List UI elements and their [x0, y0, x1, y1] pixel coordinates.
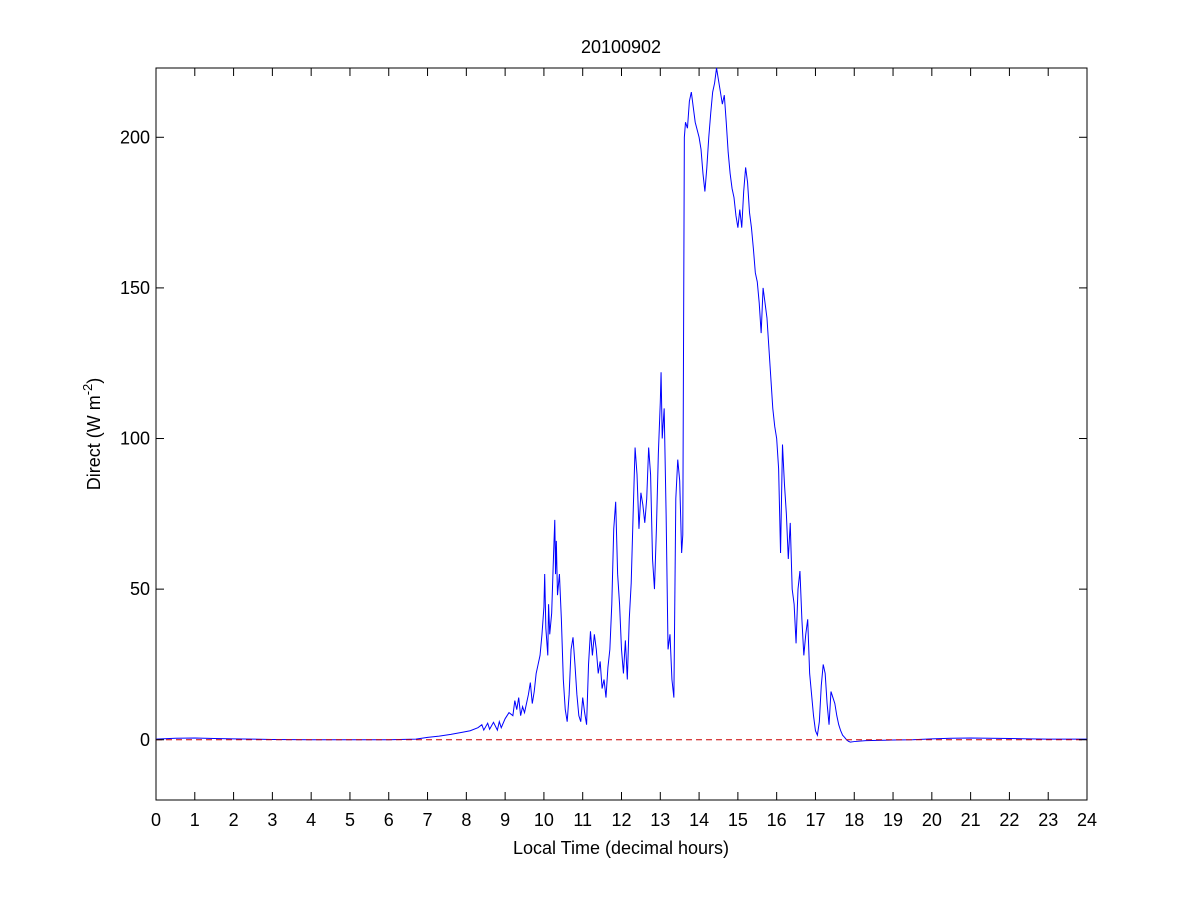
tick-layer: 0 1 2 3 4 5 6 7 8 9 10 11 12 13 14 15 16 17 18 19 20 21 22 23 24… [120, 68, 1097, 830]
x-tick-label: 12 [611, 810, 631, 830]
y-tick-label: 0 [140, 730, 150, 750]
y-tick-label: 200 [120, 127, 150, 147]
y-axis-label: Direct (W m-2) [80, 378, 104, 491]
x-tick-label: 14 [689, 810, 709, 830]
x-tick-label: 15 [728, 810, 748, 830]
direct-irradiance-line [155, 67, 1087, 743]
y-axis-label-superscript: -2 [80, 384, 95, 396]
plot-frame [155, 67, 1088, 801]
x-tick-label: 19 [883, 810, 903, 830]
series-layer [155, 67, 1087, 743]
x-tick-label: 20 [922, 810, 942, 830]
y-axis-label-main: Direct (W m [84, 395, 104, 490]
x-axis-label: Local Time (decimal hours) [513, 838, 729, 858]
x-tick-label: 9 [500, 810, 510, 830]
x-tick-label: 13 [650, 810, 670, 830]
y-tick-label: 50 [130, 579, 150, 599]
y-tick-label: 100 [120, 429, 150, 449]
x-tick-label: 8 [461, 810, 471, 830]
x-tick-label: 11 [573, 810, 592, 830]
x-tick-label: 18 [844, 810, 864, 830]
y-tick-label: 150 [120, 278, 150, 298]
x-tick-label: 22 [999, 810, 1019, 830]
x-tick-label: 7 [423, 810, 433, 830]
x-tick-label: 5 [345, 810, 355, 830]
x-tick-label: 4 [306, 810, 316, 830]
x-tick-label: 6 [384, 810, 394, 830]
x-tick-label: 3 [267, 810, 277, 830]
plot-area: 0 1 2 3 4 5 6 7 8 9 10 11 12 13 14 15 16 17 18 19 20 21 22 23 24… [120, 67, 1097, 830]
y-axis-label-suffix: ) [84, 378, 104, 384]
chart-title: 20100902 [581, 37, 661, 57]
x-tick-label: 2 [229, 810, 239, 830]
x-tick-label: 10 [534, 810, 554, 830]
x-tick-label: 23 [1038, 810, 1058, 830]
x-tick-label: 21 [961, 810, 981, 830]
x-tick-label: 17 [805, 810, 825, 830]
x-tick-label: 0 [151, 810, 161, 830]
x-tick-label: 16 [767, 810, 787, 830]
x-tick-label: 1 [190, 810, 200, 830]
x-tick-label: 24 [1077, 810, 1097, 830]
